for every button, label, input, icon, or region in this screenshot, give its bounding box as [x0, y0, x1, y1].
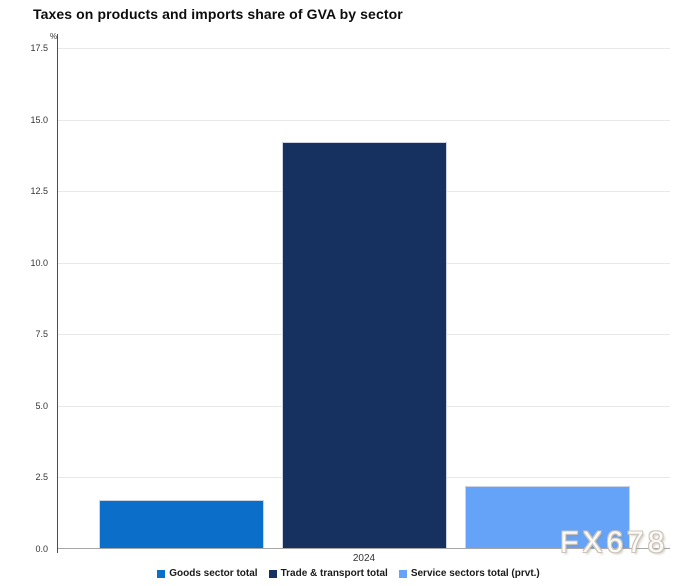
y-axis-unit-label: % — [50, 32, 58, 41]
bar-goods-sector-total — [99, 500, 264, 549]
y-tick-label: 12.5 — [30, 186, 48, 196]
legend-swatch-icon — [268, 569, 277, 578]
legend-item-trade-transport-total: Trade & transport total — [268, 568, 388, 579]
y-tick-label: 2.5 — [35, 472, 48, 482]
gridline — [58, 120, 670, 121]
gridline — [58, 48, 670, 49]
y-tick-label: 15.0 — [30, 115, 48, 125]
y-tick-label: 17.5 — [30, 43, 48, 53]
x-axis-baseline — [58, 548, 670, 549]
y-tick-label: 5.0 — [35, 401, 48, 411]
legend-item-label: Trade & transport total — [280, 568, 388, 579]
plot-area — [58, 48, 670, 549]
x-tick-label: 2024 — [352, 553, 376, 564]
y-tick-label: 7.5 — [35, 329, 48, 339]
legend-item-label: Service sectors total (prvt.) — [410, 568, 540, 579]
chart-title: Taxes on products and imports share of G… — [33, 6, 403, 22]
legend-item-goods-sector-total: Goods sector total — [157, 568, 258, 579]
watermark: FX678 — [560, 526, 669, 559]
y-tick-label: 10.0 — [30, 258, 48, 268]
y-tick-label: 0.0 — [35, 544, 48, 554]
legend-swatch-icon — [398, 569, 407, 578]
y-axis-line — [57, 34, 58, 553]
bar-trade-transport-total — [282, 142, 447, 549]
legend-swatch-icon — [157, 569, 166, 578]
bar-service-sectors-total-prvt — [465, 486, 630, 549]
legend-item-service-sectors-total-prvt: Service sectors total (prvt.) — [398, 568, 540, 579]
legend-item-label: Goods sector total — [169, 568, 258, 579]
legend: Goods sector total Trade & transport tota… — [0, 568, 697, 579]
